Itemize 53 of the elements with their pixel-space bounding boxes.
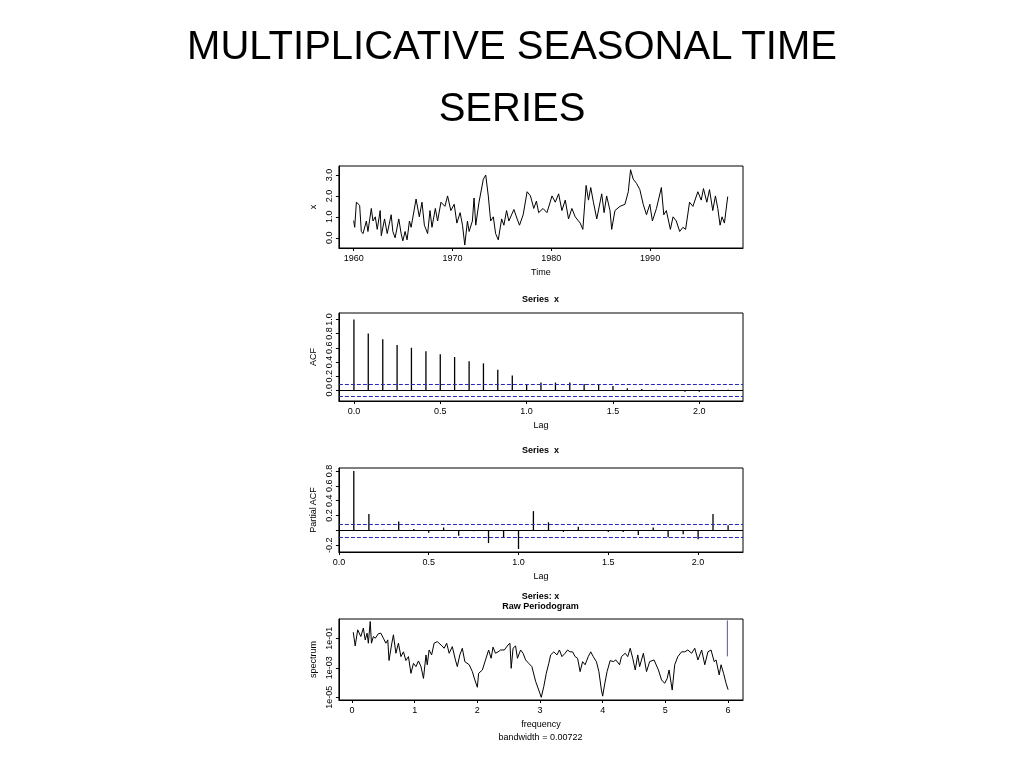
y-tick-label: 0.4 bbox=[324, 355, 335, 369]
y-tick-label: 0.8 bbox=[324, 464, 335, 478]
chart-title: Series x bbox=[521, 444, 560, 455]
y-tick-label: 1e-03 bbox=[324, 656, 335, 680]
y-tick-label: 2.0 bbox=[324, 189, 335, 203]
y-axis-title: x bbox=[307, 204, 318, 210]
y-axis-title: spectrum bbox=[307, 640, 318, 679]
x-tick-label: 0.5 bbox=[422, 556, 435, 567]
x-tick-label: 1.0 bbox=[520, 405, 533, 416]
y-tick-label: 0.4 bbox=[324, 494, 335, 507]
text: bandwidth = 0.00722 bbox=[498, 732, 583, 742]
chart-title: MULTIPLICATIVE SEASONAL TIME SERIES bbox=[186, 22, 838, 131]
x-tick-label: 2.0 bbox=[691, 556, 705, 567]
y-tick-label: 0.8 bbox=[324, 327, 335, 340]
y-tick-label: 0.2 bbox=[324, 369, 335, 383]
x-tick-label: 2 bbox=[474, 704, 480, 715]
chart-title: Series x bbox=[521, 293, 560, 304]
y-tick-label: 1e-01 bbox=[324, 626, 335, 650]
x-axis-title: Time bbox=[531, 266, 551, 277]
x-axis-title: frequency bbox=[521, 718, 562, 729]
x-tick-label: 1960 bbox=[343, 252, 364, 263]
x-axis-title: Lag bbox=[533, 419, 549, 430]
chart-title: Series: x bbox=[521, 590, 560, 601]
x-tick-label: 4 bbox=[600, 704, 606, 715]
x-tick-label: 6 bbox=[725, 704, 731, 715]
x-tick-label: 1.5 bbox=[602, 556, 615, 567]
y-tick-label: 0.6 bbox=[324, 341, 335, 355]
x-tick-label: 1 bbox=[412, 704, 418, 715]
x-axis-title: Lag bbox=[533, 570, 549, 581]
y-axis-title: Partial ACF bbox=[307, 486, 318, 533]
y-tick-label: 3.0 bbox=[324, 168, 335, 182]
y-tick-label: 1.0 bbox=[324, 313, 335, 326]
x-tick-label: 3 bbox=[537, 704, 543, 715]
y-tick-label: 0.2 bbox=[324, 509, 335, 522]
x-tick-label: 1970 bbox=[442, 252, 463, 263]
chart-subtitle: Raw Periodogram bbox=[502, 600, 579, 611]
x-tick-label: 5 bbox=[662, 704, 668, 715]
y-axis-title: ACF bbox=[307, 347, 318, 366]
x-tick-label: 1980 bbox=[541, 252, 562, 263]
y-tick-label: -0.2 bbox=[324, 537, 335, 554]
x-tick-label: 0 bbox=[349, 704, 355, 715]
y-tick-label: 0.0 bbox=[324, 231, 335, 245]
y-tick-label: 0.0 bbox=[324, 384, 335, 397]
x-tick-label: 0.0 bbox=[332, 556, 346, 567]
y-tick-label: 1e-05 bbox=[324, 685, 335, 709]
y-tick-label: 0.6 bbox=[324, 479, 335, 493]
x-tick-label: 0.0 bbox=[347, 405, 361, 416]
x-tick-label: 1990 bbox=[640, 252, 661, 263]
x-tick-label: 0.5 bbox=[434, 405, 447, 416]
x-tick-label: 2.0 bbox=[693, 405, 706, 416]
x-tick-label: 1.0 bbox=[512, 556, 525, 567]
y-tick-label: 1.0 bbox=[324, 210, 335, 224]
x-tick-label: 1.5 bbox=[606, 405, 620, 416]
